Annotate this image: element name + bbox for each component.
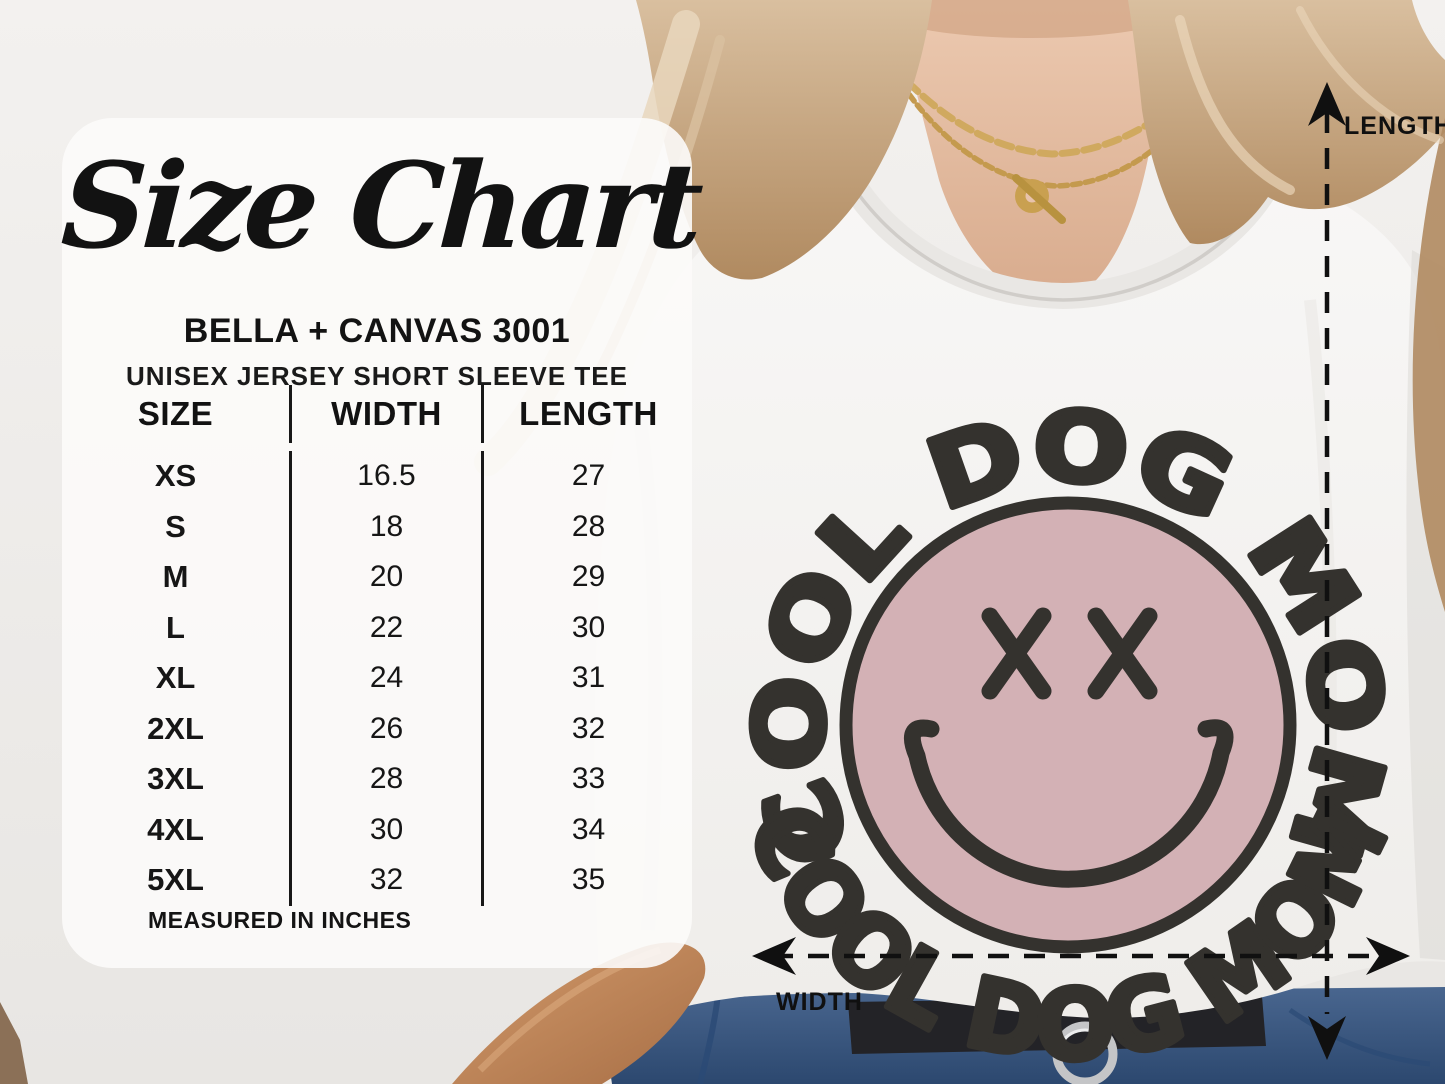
belt-ring <box>1052 1021 1118 1084</box>
cell-length: 35 <box>571 863 606 896</box>
cell-width: 24 <box>292 653 484 704</box>
length-label: LENGTH <box>1344 112 1445 140</box>
cell-size: XS <box>62 451 292 502</box>
size-table-row: 5XL 32 35 <box>62 855 693 906</box>
smile-mouth <box>903 719 1234 888</box>
cell-size: 5XL <box>62 855 292 906</box>
cell-length: 33 <box>571 762 606 795</box>
cell-width: 32 <box>292 855 484 906</box>
column-header-size: SIZE <box>62 385 292 443</box>
cell-width: 16.5 <box>292 451 484 502</box>
size-chart-card: Size Chart BELLA + CANVAS 3001 UNISEX JE… <box>58 118 702 968</box>
size-table-row: 2XL 26 32 <box>62 703 693 754</box>
cell-width: 18 <box>292 501 484 552</box>
card-title: Size Chart <box>58 136 702 275</box>
size-table-row: 4XL 30 34 <box>62 804 693 855</box>
measurement-guides: LENGTH WIDTH <box>752 82 1445 1060</box>
cell-length: 29 <box>571 560 606 593</box>
cell-length: 34 <box>571 812 606 846</box>
model-arm <box>452 942 706 1084</box>
size-table-row: L 22 30 <box>62 602 693 653</box>
size-table-header: SIZE WIDTH LENGTH <box>62 385 693 443</box>
cell-size: M <box>62 552 292 603</box>
size-table-row: XS 16.5 27 <box>62 451 693 502</box>
arrow-down-icon <box>1308 1016 1346 1060</box>
cell-width: 22 <box>292 602 484 653</box>
cell-size: XL <box>62 653 292 704</box>
cell-size: 3XL <box>62 754 292 805</box>
size-table-row: 3XL 28 33 <box>62 754 693 805</box>
column-header-width: WIDTH <box>292 385 484 443</box>
hair-highlight <box>1296 6 1444 144</box>
cell-size: L <box>62 602 292 653</box>
size-table: SIZE WIDTH LENGTH XS 16.5 27 S 18 28 M 20 29 L 22 3… <box>62 385 693 906</box>
hair-right-edge-strand <box>1412 118 1445 612</box>
arrow-left-icon <box>752 937 796 975</box>
cell-size: 2XL <box>62 703 292 754</box>
hair-highlight <box>1175 15 1295 195</box>
jeans-pocket-seam <box>1288 1007 1431 1067</box>
size-table-row: S 18 28 <box>62 501 693 552</box>
column-header-length: LENGTH <box>519 395 658 432</box>
x-eyes-icon <box>981 607 1158 700</box>
cell-width: 26 <box>292 703 484 754</box>
cell-length: 31 <box>571 661 606 694</box>
cell-length: 27 <box>571 459 606 492</box>
width-label: WIDTH <box>776 988 863 1016</box>
size-table-row: M 20 29 <box>62 552 693 603</box>
cell-width: 28 <box>292 754 484 805</box>
size-table-body: XS 16.5 27 S 18 28 M 20 29 L 22 30 XL 24 31 2XL 26 32 3XL 2… <box>62 443 693 906</box>
brand-line: BELLA + CANVAS 3001 <box>183 312 571 350</box>
belt-ring-highlight <box>1060 1028 1110 1043</box>
cell-length: 30 <box>571 610 606 644</box>
cell-size: S <box>62 501 292 552</box>
cell-width: 30 <box>292 804 484 855</box>
hair-right <box>1128 0 1445 245</box>
cell-width: 20 <box>292 552 484 603</box>
arm-edge-corner <box>0 1002 28 1084</box>
chin-shadow <box>882 0 1182 38</box>
cell-length: 32 <box>571 711 606 745</box>
units-footnote: MEASURED IN INCHES <box>148 907 412 933</box>
cell-length: 28 <box>571 509 606 543</box>
product-line: UNISEX JERSEY SHORT SLEEVE TEE <box>126 361 628 391</box>
arrow-up-icon <box>1308 82 1346 126</box>
size-table-row: XL 24 31 <box>62 653 693 704</box>
arrow-right-icon <box>1366 937 1410 975</box>
cell-size: 4XL <box>62 804 292 855</box>
